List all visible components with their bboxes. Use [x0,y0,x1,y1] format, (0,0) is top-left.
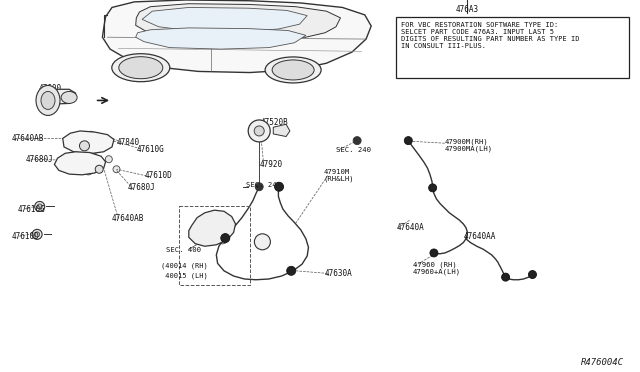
Text: 47640AB: 47640AB [12,134,44,143]
Text: 47610D: 47610D [12,232,39,241]
Text: 47900MA(LH): 47900MA(LH) [445,145,493,152]
Circle shape [221,234,230,243]
Bar [396,17,629,78]
Circle shape [200,234,210,244]
Text: 47910M
(RH&LH): 47910M (RH&LH) [323,169,354,182]
Circle shape [88,133,93,138]
Circle shape [65,159,70,164]
Polygon shape [189,210,236,246]
Circle shape [90,144,99,153]
Polygon shape [37,89,76,104]
Ellipse shape [119,57,163,79]
Circle shape [275,182,284,191]
Circle shape [69,137,78,146]
Ellipse shape [61,92,77,103]
Text: R476004C: R476004C [581,358,624,367]
Circle shape [220,218,225,223]
Circle shape [32,230,42,239]
Circle shape [101,140,106,145]
Ellipse shape [248,120,270,142]
Text: 47920: 47920 [259,160,282,169]
Text: 47680J: 47680J [128,183,156,192]
Polygon shape [142,7,307,32]
Circle shape [86,131,95,140]
Circle shape [71,139,76,144]
Ellipse shape [112,54,170,82]
Circle shape [84,166,93,175]
Polygon shape [54,152,106,175]
Circle shape [404,137,412,145]
Circle shape [202,236,207,241]
Text: (40014 (RH): (40014 (RH) [161,263,208,269]
Circle shape [430,249,438,257]
Text: 47960 (RH): 47960 (RH) [413,262,456,268]
Circle shape [113,166,120,173]
Text: SEC. 240: SEC. 240 [336,147,371,153]
Ellipse shape [265,57,321,83]
Polygon shape [136,28,306,49]
Text: 47680J: 47680J [26,155,53,164]
Text: 47610G: 47610G [18,205,45,214]
Text: 40015 (LH): 40015 (LH) [161,273,208,279]
Text: 47610D: 47610D [145,171,172,180]
Bar [179,206,250,285]
Polygon shape [63,131,114,153]
Circle shape [95,161,100,166]
Ellipse shape [41,92,55,109]
Text: 47640AA: 47640AA [464,232,497,241]
Circle shape [82,154,87,160]
Text: 47960+A(LH): 47960+A(LH) [413,268,461,275]
Ellipse shape [36,86,60,115]
Ellipse shape [254,234,270,250]
Ellipse shape [95,165,103,173]
Circle shape [198,215,209,225]
Circle shape [429,184,436,192]
Circle shape [106,156,112,163]
Text: 47600: 47600 [38,84,61,93]
Circle shape [218,215,228,225]
Circle shape [93,159,102,168]
Circle shape [201,218,206,223]
Circle shape [35,232,40,237]
Circle shape [37,204,42,209]
Text: SEC. 400: SEC. 400 [166,247,202,253]
Circle shape [287,266,296,275]
Text: 47520B: 47520B [261,118,289,127]
Circle shape [529,270,536,279]
Text: 47640AB: 47640AB [112,214,145,223]
Ellipse shape [79,141,90,151]
Circle shape [255,183,263,191]
Circle shape [99,138,108,147]
Circle shape [92,146,97,151]
Text: 47610G: 47610G [136,145,164,154]
Text: SEC. 240: SEC. 240 [246,182,282,188]
Circle shape [80,153,89,161]
Circle shape [502,273,509,281]
Circle shape [35,202,45,211]
Text: 47630A: 47630A [325,269,353,278]
Text: FOR VBC RESTORATION SOFTWARE TYPE ID:
SELCET PART CODE 476A3. INPUT LAST 5
DIGIT: FOR VBC RESTORATION SOFTWARE TYPE ID: SE… [401,22,579,49]
Polygon shape [102,0,371,73]
Text: 476A3: 476A3 [456,5,479,14]
Ellipse shape [272,60,314,80]
Ellipse shape [254,126,264,136]
Circle shape [63,157,72,166]
Circle shape [86,168,91,173]
Text: 47900M(RH): 47900M(RH) [445,139,488,145]
Circle shape [353,137,361,145]
Polygon shape [136,4,340,41]
Circle shape [220,236,225,241]
Text: 47840: 47840 [117,138,140,147]
Circle shape [218,234,228,244]
Text: 47640A: 47640A [397,223,424,232]
Polygon shape [273,124,290,137]
